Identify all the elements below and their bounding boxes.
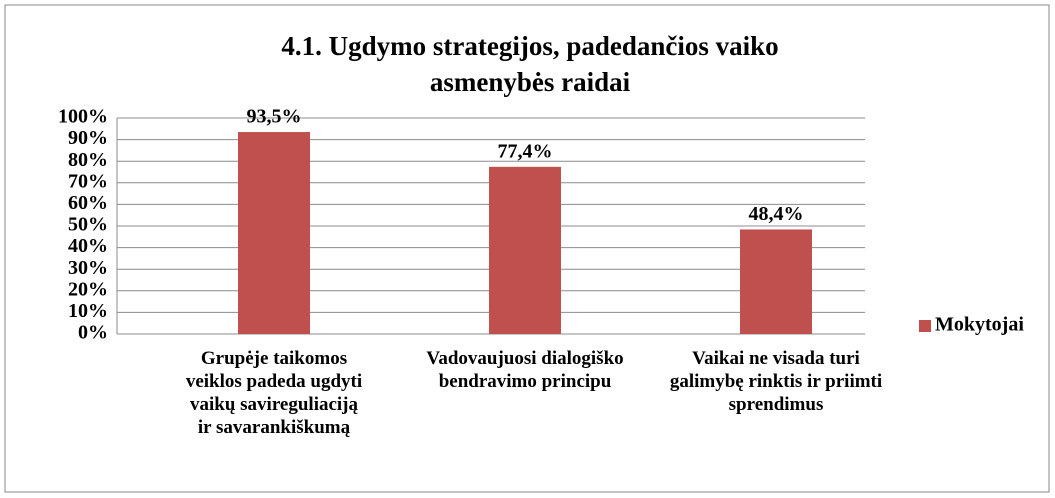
bar (238, 132, 310, 334)
x-tick-label: Grupėje taikomos veiklos padeda ugdyti v… (185, 348, 363, 438)
x-tick-label: Vaikai ne visada turi galimybę rinktis i… (669, 348, 883, 415)
chart-title: 4.1. Ugdymo strategijos, padedančios vai… (281, 31, 779, 97)
y-tick-label: 70% (68, 170, 108, 192)
y-tick-label: 40% (68, 235, 108, 257)
legend-swatch (919, 320, 931, 332)
bar (740, 229, 812, 334)
y-tick-label: 0% (78, 322, 108, 344)
bar (489, 166, 561, 334)
y-tick-label: 20% (68, 278, 108, 300)
y-tick-label: 30% (68, 257, 108, 279)
value-label: 77,4% (498, 140, 553, 162)
y-tick-label: 10% (68, 300, 108, 322)
value-label: 93,5% (247, 106, 302, 128)
y-tick-label: 90% (68, 127, 108, 149)
legend-label: Mokytojai (935, 314, 1024, 336)
y-tick-label: 100% (58, 106, 108, 128)
x-tick-label: Vadovaujuosi dialogiško bendravimo princ… (426, 348, 624, 392)
y-tick-label: 80% (68, 149, 108, 171)
y-tick-label: 50% (68, 214, 108, 236)
value-label: 48,4% (749, 203, 804, 225)
y-tick-label: 60% (68, 192, 108, 214)
